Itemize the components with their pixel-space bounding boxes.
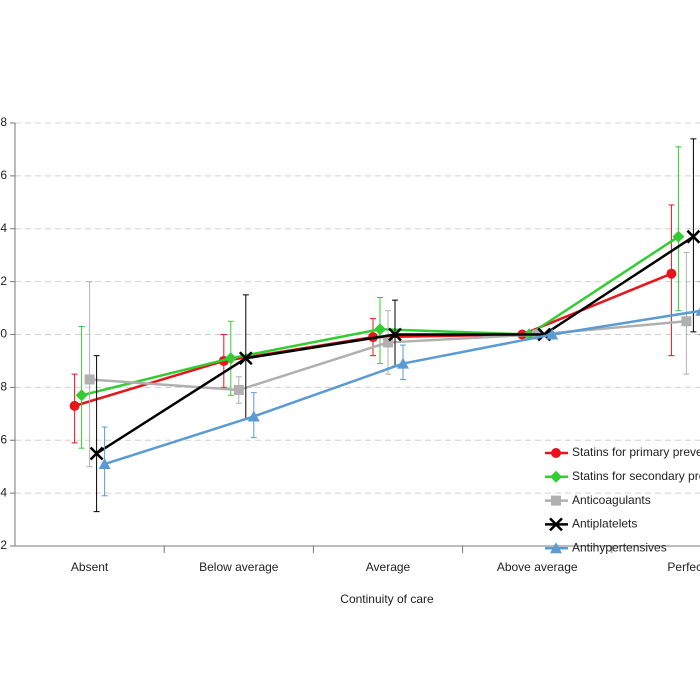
series [69,204,677,444]
marker [383,337,393,348]
y-tick-label: 1.6 [0,168,7,182]
marker [69,400,80,411]
x-tick-label: Average [366,560,411,574]
series [84,252,692,468]
x-tick-label: Absent [71,560,109,574]
marker [551,495,561,506]
marker [551,448,561,458]
marker [224,352,237,365]
marker [549,517,563,532]
marker [388,327,402,342]
y-tick-label: 1.8 [0,115,7,129]
x-axis-title: Continuity of care [340,592,434,606]
marker [672,230,685,243]
x-tick-label: Above average [497,560,578,574]
y-tick-label: 0.2 [0,538,7,552]
y-tick-label: 0.4 [0,485,7,499]
y-tick-label: 1.2 [0,274,7,288]
legend-label: Statins for primary prevention [572,445,700,459]
y-tick-label: 1.4 [0,221,7,235]
marker [233,385,244,396]
marker [681,316,692,327]
series [98,281,700,497]
series [89,138,700,513]
marker [98,458,111,470]
y-tick-label: 1.0 [0,327,7,341]
marker [550,542,562,554]
marker [75,389,88,402]
marker [686,229,700,244]
y-tick-label: 0.8 [0,380,7,394]
marker [397,357,409,369]
marker [546,328,559,340]
x-tick-label: Below average [199,560,279,574]
x-tick-label: Perfect [667,560,700,574]
legend-label: Anticoagulants [572,493,651,507]
marker [695,307,700,316]
marker [374,323,386,336]
marker [89,446,104,461]
marker [238,351,253,366]
legend-label: Antihypertensives [572,540,667,554]
marker [84,374,95,385]
marker [666,268,677,279]
marker [550,470,562,483]
marker [247,410,260,422]
legend-label: Antiplatelets [572,517,637,531]
legend-label: Statins for secondary prevention [572,469,700,483]
y-tick-label: 0.6 [0,432,7,446]
series [75,146,685,449]
